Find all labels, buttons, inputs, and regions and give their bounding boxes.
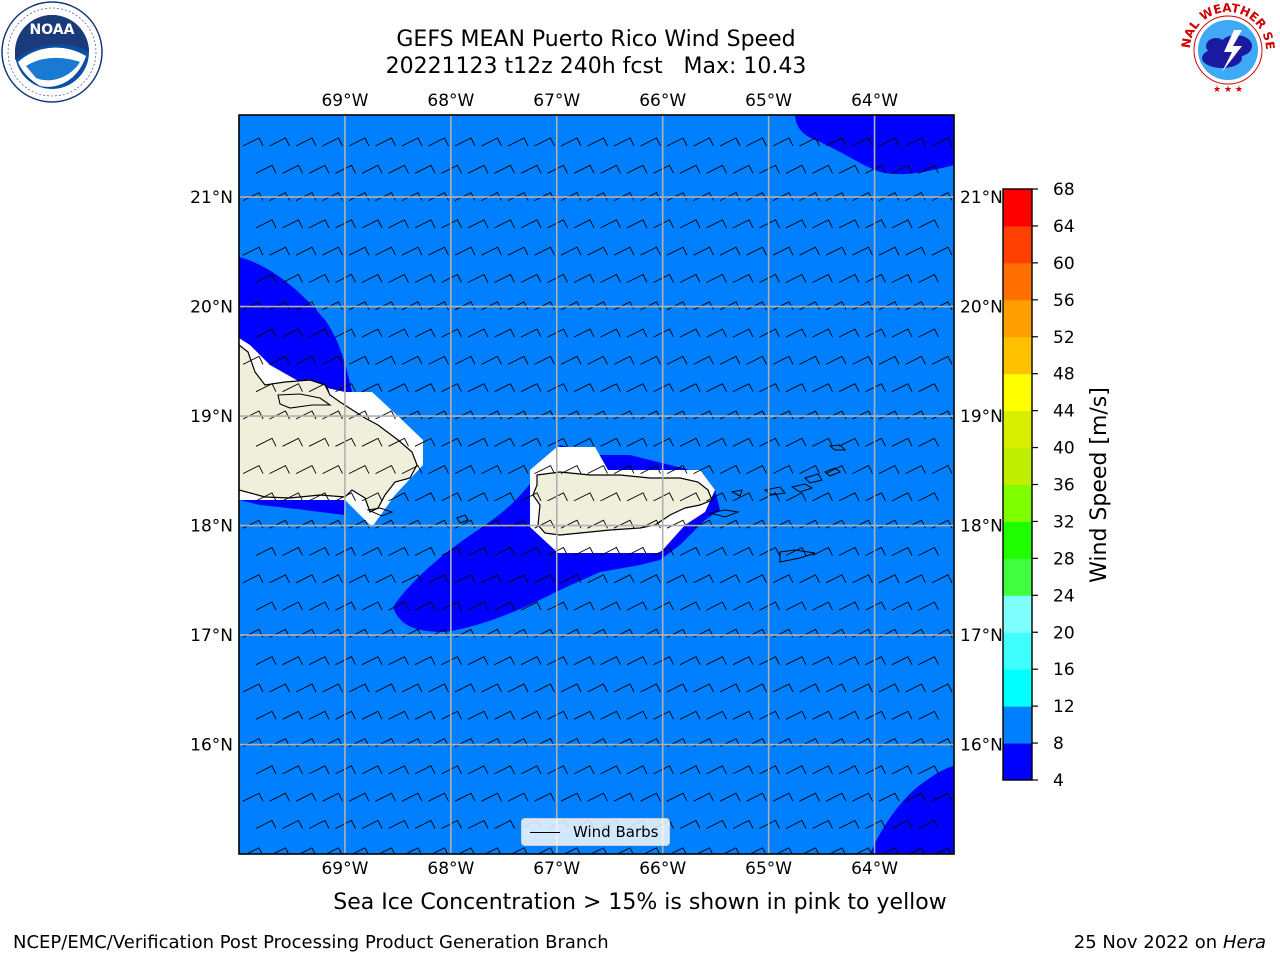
colorbar-tick-label: 48 bbox=[1053, 365, 1075, 385]
land-sombrero bbox=[828, 444, 847, 451]
lon-labels-bottom: 69°W 68°W 67°W 66°W 65°W 64°W bbox=[321, 859, 898, 879]
lon-label-bottom: 64°W bbox=[851, 859, 898, 879]
svg-text:★ ★ ★: ★ ★ ★ bbox=[1213, 85, 1243, 95]
lat-label-left: 20°N bbox=[190, 298, 233, 318]
colorbar-band bbox=[1003, 189, 1032, 227]
wind-band-4-8-nw bbox=[239, 257, 352, 392]
colorbar-tick-label: 20 bbox=[1053, 623, 1075, 643]
nws-logo: NATIONAL WEATHER SERVICE ★ ★ ★ bbox=[1176, 0, 1277, 96]
lon-label-bottom: 68°W bbox=[427, 859, 474, 879]
colorbar-tick-label: 32 bbox=[1053, 512, 1075, 532]
lat-labels-right: 21°N 20°N 19°N 18°N 17°N 16°N bbox=[960, 188, 1003, 755]
colorbar-band bbox=[1003, 632, 1032, 670]
land-culebra bbox=[730, 489, 743, 497]
lat-labels-left: 21°N 20°N 19°N 18°N 17°N 16°N bbox=[190, 188, 233, 755]
land-vieques bbox=[709, 509, 740, 518]
colorbar-tick-label: 60 bbox=[1053, 254, 1075, 274]
chart-subtitle: 20221123 t12z 240h fcst Max: 10.43 bbox=[385, 54, 807, 79]
colorbar-tick-label: 56 bbox=[1053, 291, 1075, 311]
lon-label-top: 66°W bbox=[639, 91, 686, 111]
land-tortuga bbox=[277, 393, 332, 409]
lat-label-left: 19°N bbox=[190, 407, 233, 427]
land-hispaniola bbox=[239, 344, 418, 513]
lon-label-bottom: 69°W bbox=[321, 859, 368, 879]
lat-label-right: 21°N bbox=[960, 188, 1003, 208]
lat-label-right: 19°N bbox=[960, 407, 1003, 427]
chart-title: GEFS MEAN Puerto Rico Wind Speed bbox=[396, 27, 796, 52]
lat-label-left: 17°N bbox=[190, 626, 233, 646]
colorbar-band bbox=[1003, 595, 1032, 633]
land-saona bbox=[366, 507, 394, 517]
colorbar-tick-label: 64 bbox=[1053, 217, 1075, 237]
lon-label-top: 64°W bbox=[851, 91, 898, 111]
land-st-croix bbox=[779, 549, 816, 563]
lat-label-left: 21°N bbox=[190, 188, 233, 208]
footer-host: Hera bbox=[1222, 932, 1266, 953]
map-frame bbox=[238, 114, 955, 855]
land-virgin-islands-1 bbox=[763, 486, 786, 496]
colorbar-band bbox=[1003, 262, 1032, 301]
land-virgin-islands-3 bbox=[804, 473, 823, 484]
colorbar-band bbox=[1003, 669, 1032, 707]
colorbar-tick-label: 4 bbox=[1053, 771, 1064, 791]
legend-swatch bbox=[530, 832, 560, 833]
footer-timestamp: 25 Nov 2022 on Hera bbox=[1074, 932, 1266, 953]
lon-label-bottom: 67°W bbox=[533, 859, 580, 879]
colorbar-band bbox=[1003, 410, 1032, 449]
lon-label-top: 69°W bbox=[321, 91, 368, 111]
lon-label-top: 67°W bbox=[533, 91, 580, 111]
land-mona bbox=[456, 514, 469, 524]
colorbar-band bbox=[1003, 558, 1032, 596]
land-virgin-islands-2 bbox=[790, 483, 814, 493]
noaa-logo-text: NOAA bbox=[30, 22, 75, 38]
lat-label-right: 20°N bbox=[960, 298, 1003, 318]
colorbar-band bbox=[1003, 521, 1032, 559]
colorbar-band bbox=[1003, 225, 1032, 264]
caption: Sea Ice Concentration > 15% is shown in … bbox=[333, 890, 947, 915]
colorbar-band bbox=[1003, 336, 1032, 375]
colorbar-tick-label: 12 bbox=[1053, 697, 1075, 717]
colorbar-ticks: 68 64 60 56 52 48 44 40 36 32 28 24 20 16 12 8 4 bbox=[1032, 180, 1075, 791]
lat-label-left: 18°N bbox=[190, 517, 233, 537]
footer-date: 25 Nov 2022 on bbox=[1073, 932, 1218, 953]
lon-label-top: 65°W bbox=[745, 91, 792, 111]
lon-labels-top: 69°W 68°W 67°W 66°W 65°W 64°W bbox=[321, 91, 898, 111]
colorbar-tick-label: 44 bbox=[1053, 402, 1075, 422]
footer-credit: NCEP/EMC/Verification Post Processing Pr… bbox=[13, 932, 609, 953]
lat-label-left: 16°N bbox=[190, 736, 233, 756]
colorbar-band bbox=[1003, 299, 1032, 338]
colorbar-tick-label: 40 bbox=[1053, 439, 1075, 459]
colorbar-tick-label: 52 bbox=[1053, 328, 1075, 348]
colorbar bbox=[1003, 189, 1032, 781]
legend-label: Wind Barbs bbox=[573, 823, 659, 841]
lon-label-bottom: 66°W bbox=[639, 859, 686, 879]
colorbar-band bbox=[1003, 706, 1032, 744]
lat-label-right: 16°N bbox=[960, 736, 1003, 756]
wind-band-4-8-strip bbox=[239, 500, 345, 515]
lon-label-top: 68°W bbox=[427, 91, 474, 111]
graticule bbox=[239, 115, 954, 854]
colorbar-band bbox=[1003, 373, 1032, 412]
colorbar-tick-label: 68 bbox=[1053, 180, 1075, 200]
lat-label-right: 17°N bbox=[960, 626, 1003, 646]
colorbar-band bbox=[1003, 743, 1032, 781]
colorbar-band bbox=[1003, 484, 1032, 522]
colorbar-label: Wind Speed [m/s] bbox=[1087, 387, 1112, 583]
lat-label-right: 18°N bbox=[960, 517, 1003, 537]
noaa-logo: NOAA bbox=[1, 1, 103, 103]
lon-label-bottom: 65°W bbox=[745, 859, 792, 879]
land-puerto-rico bbox=[532, 471, 713, 536]
colorbar-tick-label: 24 bbox=[1053, 586, 1075, 606]
wind-band-4-8-se bbox=[870, 766, 954, 854]
land-anegada bbox=[824, 467, 841, 477]
map-legend: Wind Barbs bbox=[521, 818, 670, 846]
colorbar-tick-label: 36 bbox=[1053, 476, 1075, 496]
colorbar-tick-label: 28 bbox=[1053, 549, 1075, 569]
colorbar-band bbox=[1003, 447, 1032, 485]
colorbar-tick-label: 16 bbox=[1053, 660, 1075, 680]
colorbar-tick-label: 8 bbox=[1053, 734, 1064, 754]
